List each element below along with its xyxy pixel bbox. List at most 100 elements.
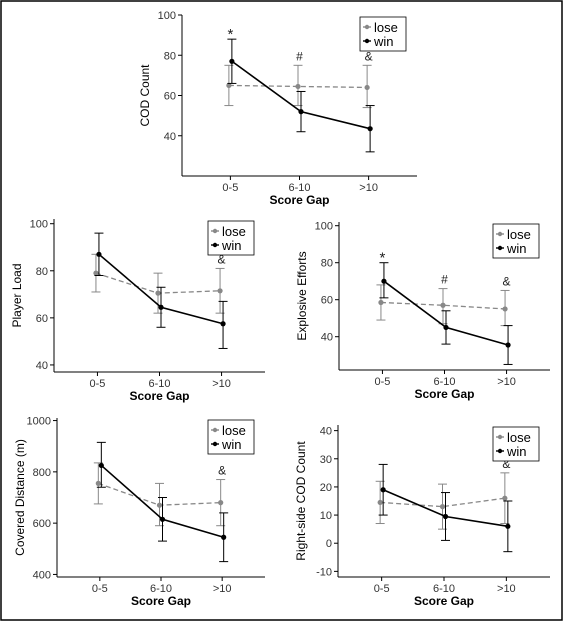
x-axis-title: Score Gap (269, 193, 329, 207)
data-point-win (505, 523, 511, 529)
data-point-lose (502, 495, 508, 501)
y-tick-label: -10 (316, 566, 332, 578)
legend-label-lose: lose (507, 227, 531, 242)
x-tick-label: 6-10 (288, 182, 310, 194)
series-line-lose (380, 301, 506, 310)
data-point-lose (377, 499, 383, 506)
x-tick-label: 0-5 (374, 583, 390, 595)
x-axis-title: Score Gap (414, 594, 474, 608)
chart-player-load: 40 60 80 100 0-5 6-10 >10 Score Gap Player Load &… (10, 219, 265, 403)
y-axis-title: COD Count (138, 64, 152, 127)
y-tick-label: 80 (36, 266, 48, 278)
x-tick-label: >10 (497, 376, 516, 388)
legend-label-win: win (373, 34, 394, 49)
significance-marker: * (380, 250, 386, 267)
significance-marker: & (503, 274, 511, 288)
x-tick-label: 6-10 (150, 583, 172, 595)
chart-right-cod: -10 0 10 20 30 40 0-5 6-10 >10 Score Gap Right-sid… (294, 425, 550, 608)
data-point-win (381, 278, 387, 284)
data-point-win (220, 321, 226, 327)
y-tick-label: 60 (164, 91, 176, 103)
x-axis-title: Score Gap (414, 387, 474, 401)
x-tick-label: 0-5 (222, 182, 238, 194)
chart-cod: 40 60 80 100 0-5 6-10 >10 Score Gap COD Count * # &… (138, 10, 417, 207)
data-point-win (229, 58, 235, 64)
y-tick-label: 40 (321, 332, 333, 344)
legend-marker-win (212, 441, 218, 447)
data-point-lose (95, 480, 101, 486)
data-point-lose (364, 84, 370, 91)
y-tick-label: 10 (320, 510, 332, 522)
data-point-lose (217, 288, 223, 294)
significance-marker: # (441, 273, 448, 287)
x-tick-label: 0-5 (92, 583, 108, 595)
series-line-lose (380, 497, 505, 508)
x-axis-title: Score Gap (129, 389, 189, 403)
legend-box (359, 16, 407, 52)
legend-marker-lose (212, 228, 218, 234)
data-point-lose (440, 302, 446, 308)
y-tick-label: 40 (164, 131, 176, 143)
data-point-win (367, 126, 373, 132)
data-point-win (159, 516, 166, 522)
x-tick-label: >10 (212, 378, 231, 390)
y-tick-label: 40 (320, 426, 332, 438)
significance-marker: & (365, 49, 373, 63)
legend-label-lose: lose (374, 20, 398, 35)
data-point-win (442, 513, 449, 520)
y-tick-label: 400 (33, 569, 51, 581)
legend-box (207, 419, 255, 455)
y-tick-label: 30 (320, 454, 332, 466)
legend-label-lose: lose (507, 430, 531, 445)
chart-distance: 400 600 800 1000 0-5 6-10 >10 Score Gap Covered … (13, 416, 265, 608)
x-tick-label: >10 (213, 583, 232, 595)
x-tick-label: 6-10 (433, 376, 455, 388)
x-tick-label: 6-10 (148, 378, 170, 390)
y-tick-label: 60 (36, 313, 48, 325)
legend-marker-win (497, 448, 503, 454)
legend-marker-lose (364, 24, 370, 30)
legend-marker-lose (212, 427, 218, 433)
y-tick-label: 100 (315, 221, 333, 233)
x-axis-title: Score Gap (131, 594, 191, 608)
significance-marker: & (218, 464, 226, 478)
y-axis-title: Right-side COD Count (294, 441, 308, 561)
x-tick-label: 0-5 (374, 376, 390, 388)
y-tick-label: 0 (326, 538, 332, 550)
data-point-lose (218, 500, 224, 506)
y-tick-label: 60 (321, 295, 333, 307)
significance-marker: # (296, 49, 303, 63)
y-axis-title: Covered Distance (m) (13, 439, 27, 556)
chart-explosive: 40 60 80 100 0-5 6-10 >10 Score Gap Explosive Ef… (295, 221, 550, 401)
legend-marker-win (212, 242, 218, 248)
significance-marker: & (502, 457, 510, 471)
data-point-win (98, 462, 104, 469)
significance-marker: * (227, 26, 233, 43)
y-tick-label: 40 (36, 360, 48, 372)
data-point-lose (295, 83, 301, 90)
legend-label-win: win (221, 437, 242, 452)
x-tick-label: >10 (497, 583, 516, 595)
legend-marker-win (364, 38, 370, 44)
data-point-lose (439, 504, 446, 510)
x-tick-label: 0-5 (89, 378, 105, 390)
legend-label-lose: lose (222, 224, 246, 239)
y-tick-label: 600 (33, 518, 51, 530)
y-axis-title: Player Load (10, 263, 24, 327)
legend-label-win: win (221, 238, 242, 253)
y-tick-label: 100 (30, 219, 48, 231)
data-point-lose (226, 82, 232, 89)
y-tick-label: 1000 (27, 416, 51, 428)
legend-box (492, 223, 540, 259)
data-point-win (221, 534, 227, 540)
legend-box (207, 220, 255, 256)
data-point-win (298, 109, 304, 115)
legend-marker-lose (497, 434, 503, 440)
legend-box (492, 426, 540, 462)
data-point-lose (502, 306, 508, 312)
